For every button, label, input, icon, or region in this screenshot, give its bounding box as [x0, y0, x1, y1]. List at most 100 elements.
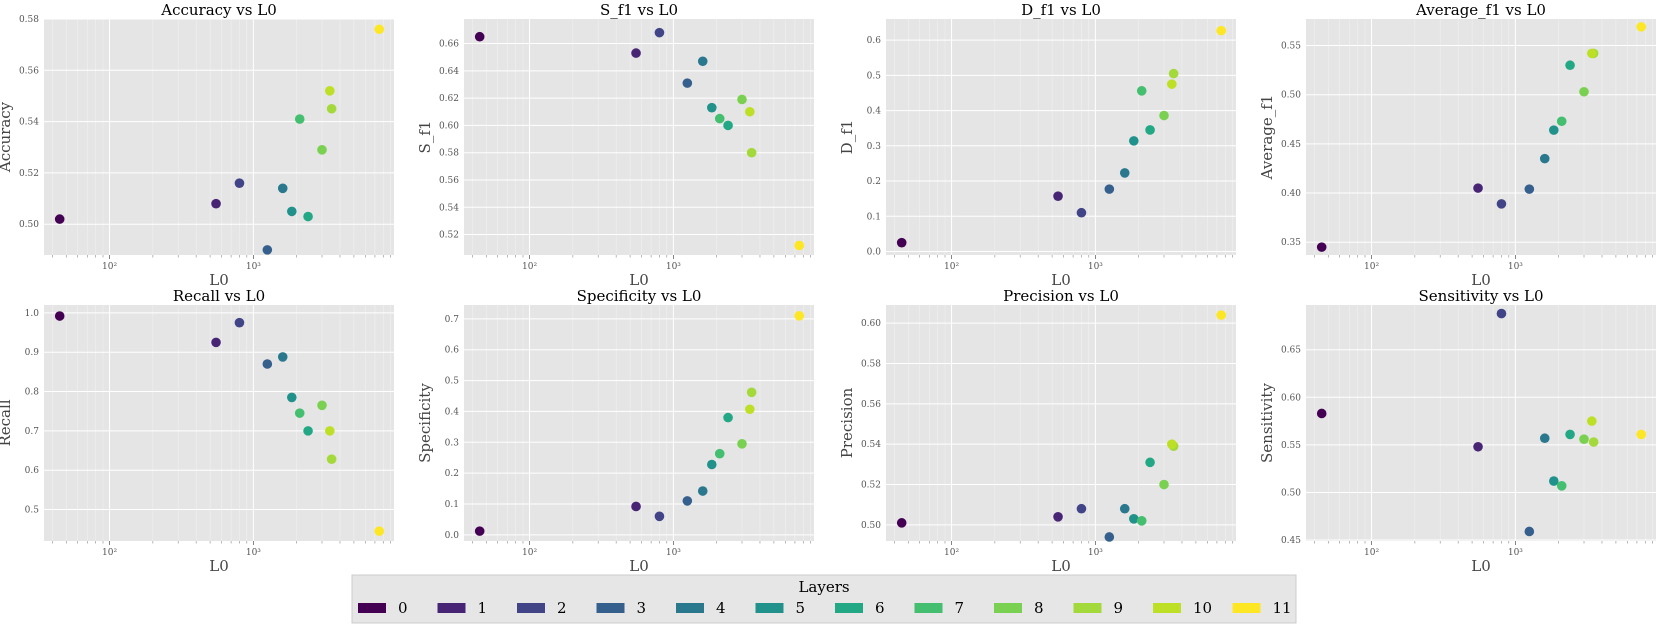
point-layer-0 [896, 518, 907, 528]
y-tick-label: 0.6 [445, 346, 460, 356]
point-layer-4 [1119, 168, 1130, 178]
point-layer-4 [697, 56, 708, 67]
legend-swatch [755, 603, 784, 613]
x-tick-label: 10³ [1508, 262, 1523, 272]
point-layer-4 [277, 352, 288, 362]
y-tick-label: 0.8 [25, 388, 40, 398]
legend-item-5: 5 [755, 599, 805, 617]
legend-swatch [596, 603, 625, 613]
legend-item-7: 7 [914, 599, 964, 617]
legend-swatch [517, 603, 545, 613]
x-tick-label: 10³ [1088, 548, 1103, 558]
point-layer-2 [654, 511, 665, 522]
y-tick-label: 0.7 [25, 427, 40, 437]
x-tick-label: 10² [522, 262, 537, 272]
x-axis-label: L0 [209, 557, 229, 575]
x-axis-label: L0 [1471, 271, 1491, 289]
y-tick-label: 0.9 [25, 348, 40, 358]
x-tick-label: 10² [1364, 262, 1379, 272]
y-axis-label: Specificity [416, 383, 434, 463]
x-tick-label: 10² [944, 262, 959, 272]
subplot-title: Precision vs L0 [1003, 287, 1119, 305]
point-layer-10 [1587, 48, 1597, 59]
y-tick-label: 0.4 [445, 407, 460, 417]
plot-area [464, 19, 814, 255]
point-layer-2 [1076, 207, 1087, 218]
point-layer-3 [1524, 526, 1535, 537]
point-layer-9 [1168, 68, 1179, 79]
point-layer-6 [1565, 60, 1575, 71]
point-layer-6 [303, 426, 313, 436]
y-tick-label: 0.60 [861, 319, 881, 329]
subplot-6: 10² 10³ 0.0 0.1 0.2 0.3 0.4 0.5 0.6 0.7 Specificit… [416, 287, 814, 575]
y-axis-label: Accuracy [0, 101, 14, 173]
y-tick-label: 0.50 [19, 220, 39, 230]
x-axis-label: L0 [629, 271, 649, 289]
y-tick-label: 0.54 [19, 118, 39, 128]
point-layer-1 [631, 48, 641, 58]
y-tick-label: 0.5 [445, 377, 460, 387]
y-tick-label: 0.50 [861, 521, 881, 531]
legend-label: 1 [478, 599, 488, 617]
point-layer-1 [211, 337, 221, 348]
legend-swatch [835, 603, 863, 613]
y-tick-label: 1.0 [25, 309, 40, 319]
y-tick-label: 0.5 [867, 71, 882, 81]
point-layer-4 [697, 486, 708, 496]
y-tick-label: 0.62 [439, 94, 459, 104]
y-tick-label: 0.65 [1281, 346, 1301, 356]
legend-swatch [914, 603, 943, 613]
point-layer-10 [745, 106, 755, 117]
y-axis-label: Sensitivity [1258, 383, 1276, 463]
x-tick-label: 10² [102, 262, 117, 272]
point-layer-7 [1556, 481, 1567, 491]
legend-item-9: 9 [1073, 599, 1123, 617]
point-layer-10 [745, 404, 755, 415]
legend-item-0: 0 [358, 599, 408, 617]
legend-swatch [1153, 603, 1181, 613]
y-tick-label: 0.2 [445, 469, 459, 479]
point-layer-8 [317, 145, 327, 155]
subplot-4: 10² 10³ 0.35 0.40 0.45 0.50 0.55 Average_f1 vs … [1258, 1, 1656, 289]
point-layer-7 [714, 448, 725, 459]
point-layer-10 [1167, 439, 1177, 449]
legend-item-4: 4 [676, 599, 726, 617]
x-tick-label: 10³ [1088, 262, 1103, 272]
point-layer-6 [723, 412, 733, 423]
point-layer-6 [1145, 125, 1155, 135]
point-layer-2 [1496, 199, 1507, 209]
y-tick-label: 0.45 [1281, 536, 1301, 546]
legend-item-11: 11 [1232, 599, 1292, 617]
y-tick-label: 0.40 [1281, 189, 1301, 199]
legend-title: Layers [798, 578, 849, 596]
legend-swatch [358, 603, 386, 613]
subplot-3: 10² 10³ 0.0 0.1 0.2 0.3 0.4 0.5 0.6 D_f1 vs L0 D_f… [838, 1, 1236, 289]
point-layer-7 [294, 114, 305, 124]
point-layer-10 [325, 86, 335, 96]
point-layer-4 [277, 183, 288, 194]
legend-label: 6 [875, 599, 885, 617]
legend-item-1: 1 [437, 599, 488, 617]
point-layer-6 [1145, 457, 1155, 468]
point-layer-2 [234, 317, 245, 328]
y-tick-label: 0.55 [1281, 441, 1301, 451]
point-layer-3 [682, 78, 693, 88]
point-layer-11 [1636, 429, 1647, 440]
point-layer-4 [1119, 503, 1130, 514]
point-layer-5 [707, 459, 717, 470]
legend-item-3: 3 [596, 599, 646, 617]
point-layer-0 [474, 31, 485, 42]
x-tick-label: 10³ [666, 548, 681, 558]
x-axis-label: L0 [629, 557, 649, 575]
point-layer-1 [1053, 511, 1063, 522]
point-layer-0 [474, 526, 485, 536]
x-tick-label: 10² [1364, 548, 1379, 558]
legend-label: 0 [398, 599, 408, 617]
legend-item-2: 2 [517, 599, 567, 617]
y-tick-label: 0.56 [861, 400, 881, 410]
point-layer-8 [317, 400, 327, 411]
point-layer-8 [1579, 434, 1589, 444]
point-layer-7 [294, 408, 305, 418]
x-axis-label: L0 [1051, 271, 1071, 289]
point-layer-11 [1216, 310, 1227, 320]
